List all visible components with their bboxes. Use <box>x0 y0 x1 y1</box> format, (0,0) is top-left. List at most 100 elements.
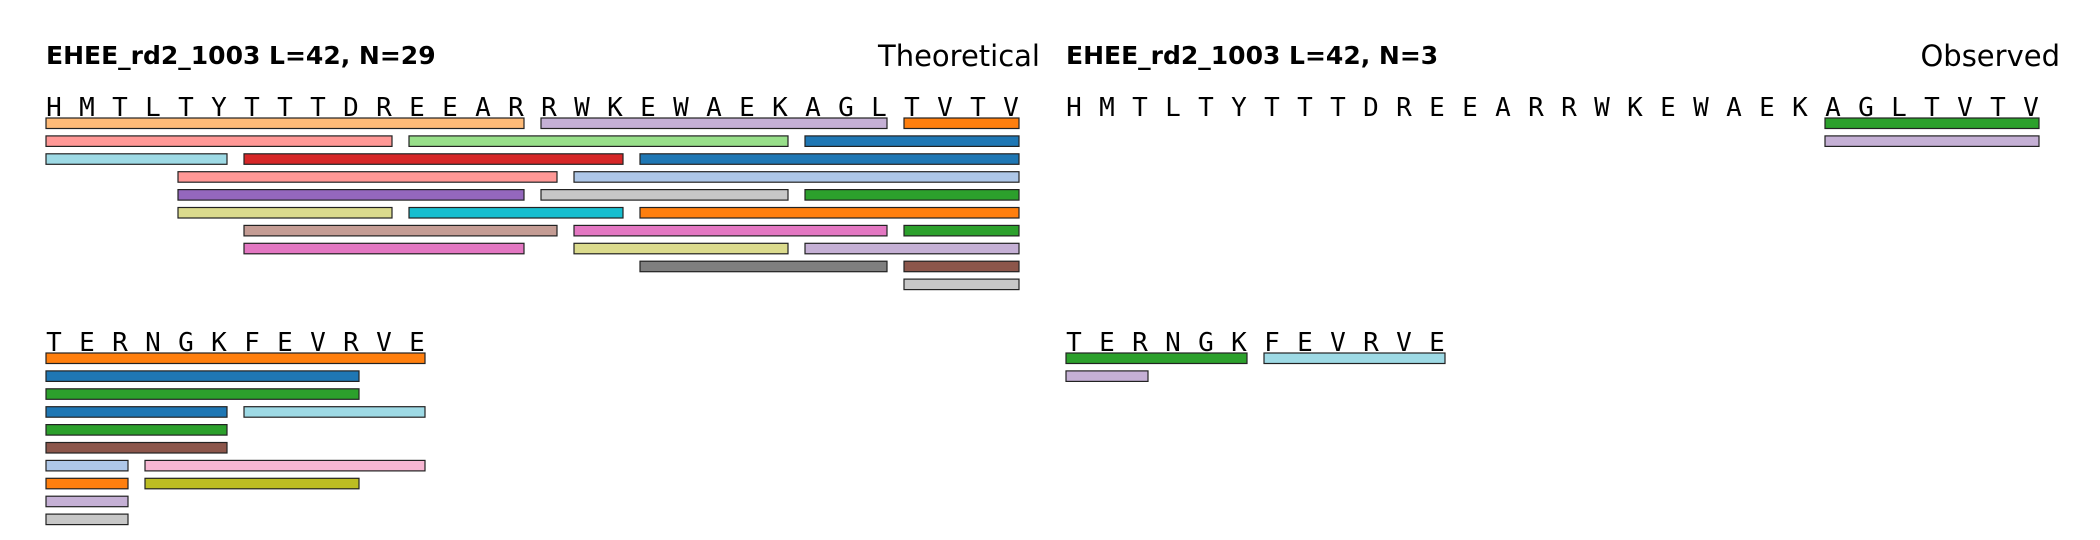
residue-letter: E <box>739 93 755 123</box>
residue-letter: T <box>178 93 194 123</box>
peptide-bar <box>243 153 624 165</box>
residue-letter: E <box>640 93 656 123</box>
residue-letter: G <box>178 328 194 358</box>
peptide-bar <box>45 424 228 436</box>
residue-letter: R <box>1561 93 1577 123</box>
residue-letter: D <box>343 93 359 123</box>
peptide-bar <box>573 171 1020 183</box>
peptide-bar <box>1065 352 1248 365</box>
peptide-bar <box>1263 352 1446 365</box>
residue-letter: R <box>376 93 392 123</box>
peptide-bar <box>45 406 228 418</box>
peptide-bar <box>903 224 1020 237</box>
residue-letter: L <box>145 93 161 123</box>
residue-letter: V <box>1396 328 1412 358</box>
residue-letter: E <box>442 93 458 123</box>
residue-letter: T <box>1198 93 1214 123</box>
peptide-bar <box>573 224 888 237</box>
residue-letter: A <box>706 93 722 123</box>
residue-letter: T <box>1264 93 1280 123</box>
residue-letter: R <box>1528 93 1544 123</box>
peptide-bar <box>903 278 1020 291</box>
residue-letter: R <box>1132 328 1148 358</box>
residue-letter: T <box>1132 93 1148 123</box>
residue-letter: W <box>1594 93 1610 123</box>
residue-letter: T <box>244 93 260 123</box>
residue-letter: A <box>1726 93 1742 123</box>
peptide-bar <box>1065 370 1149 382</box>
residue-letter: R <box>343 328 359 358</box>
residue-letter: R <box>1363 328 1379 358</box>
residue-letter: K <box>1627 93 1643 123</box>
residue-letter: R <box>112 328 128 358</box>
peptide-bar <box>1824 135 2040 147</box>
panel-title: EHEE_rd2_1003 L=42, N=29 <box>46 41 436 70</box>
peptide-bar <box>45 388 360 400</box>
residue-letter: E <box>409 328 425 358</box>
residue-letter: T <box>1924 93 1940 123</box>
residue-letter: V <box>1330 328 1346 358</box>
peptide-bar <box>144 459 426 472</box>
residue-letter: A <box>805 93 821 123</box>
peptide-bar <box>177 206 393 219</box>
peptide-bar <box>45 441 228 454</box>
residue-letter: R <box>508 93 524 123</box>
residue-letter: T <box>904 93 920 123</box>
residue-letter: V <box>376 328 392 358</box>
peptide-bar <box>45 117 525 130</box>
residue-letter: F <box>1264 328 1280 358</box>
peptide-bar <box>45 495 129 508</box>
residue-letter: W <box>673 93 689 123</box>
residue-letter: T <box>1990 93 2006 123</box>
peptide-bar <box>903 117 1020 130</box>
residue-letter: W <box>574 93 590 123</box>
residue-letter: E <box>1429 93 1445 123</box>
residue-letter: A <box>1825 93 1841 123</box>
residue-letter: G <box>1858 93 1874 123</box>
peptide-bar <box>639 260 888 273</box>
residue-letter: K <box>772 93 788 123</box>
residue-letter: V <box>1957 93 1973 123</box>
residue-letter: H <box>46 93 62 123</box>
residue-letter: W <box>1693 93 1709 123</box>
peptide-bar <box>1824 117 2040 130</box>
residue-letter: N <box>145 328 161 358</box>
residue-letter: A <box>475 93 491 123</box>
peptide-bar <box>45 352 426 365</box>
residue-letter: T <box>1297 93 1313 123</box>
peptide-bar <box>804 135 1020 147</box>
residue-letter: Y <box>1231 93 1247 123</box>
residue-letter: T <box>970 93 986 123</box>
residue-letter: M <box>79 93 95 123</box>
peptide-bar <box>408 206 624 219</box>
residue-letter: V <box>1003 93 1019 123</box>
peptide-bar <box>573 242 789 255</box>
residue-letter: R <box>541 93 557 123</box>
panel-mode-label: Observed <box>1920 39 2060 73</box>
peptide-bar <box>144 477 360 490</box>
peptide-bar <box>45 370 360 382</box>
residue-letter: Y <box>211 93 227 123</box>
residue-letter: K <box>607 93 623 123</box>
residue-letter: T <box>277 93 293 123</box>
residue-letter: L <box>871 93 887 123</box>
peptide-bar <box>540 189 789 201</box>
residue-letter: L <box>1891 93 1907 123</box>
residue-letter: E <box>277 328 293 358</box>
residue-letter: T <box>112 93 128 123</box>
peptide-bar <box>45 477 129 490</box>
residue-letter: E <box>1759 93 1775 123</box>
residue-letter: T <box>1330 93 1346 123</box>
residue-letter: E <box>1660 93 1676 123</box>
peptide-bar <box>804 242 1020 255</box>
residue-letter: R <box>1396 93 1412 123</box>
peptide-bar <box>243 242 525 255</box>
residue-letter: V <box>937 93 953 123</box>
residue-letter: H <box>1066 93 1082 123</box>
peptide-bar <box>408 135 789 147</box>
residue-letter: N <box>1165 328 1181 358</box>
residue-letter: D <box>1363 93 1379 123</box>
